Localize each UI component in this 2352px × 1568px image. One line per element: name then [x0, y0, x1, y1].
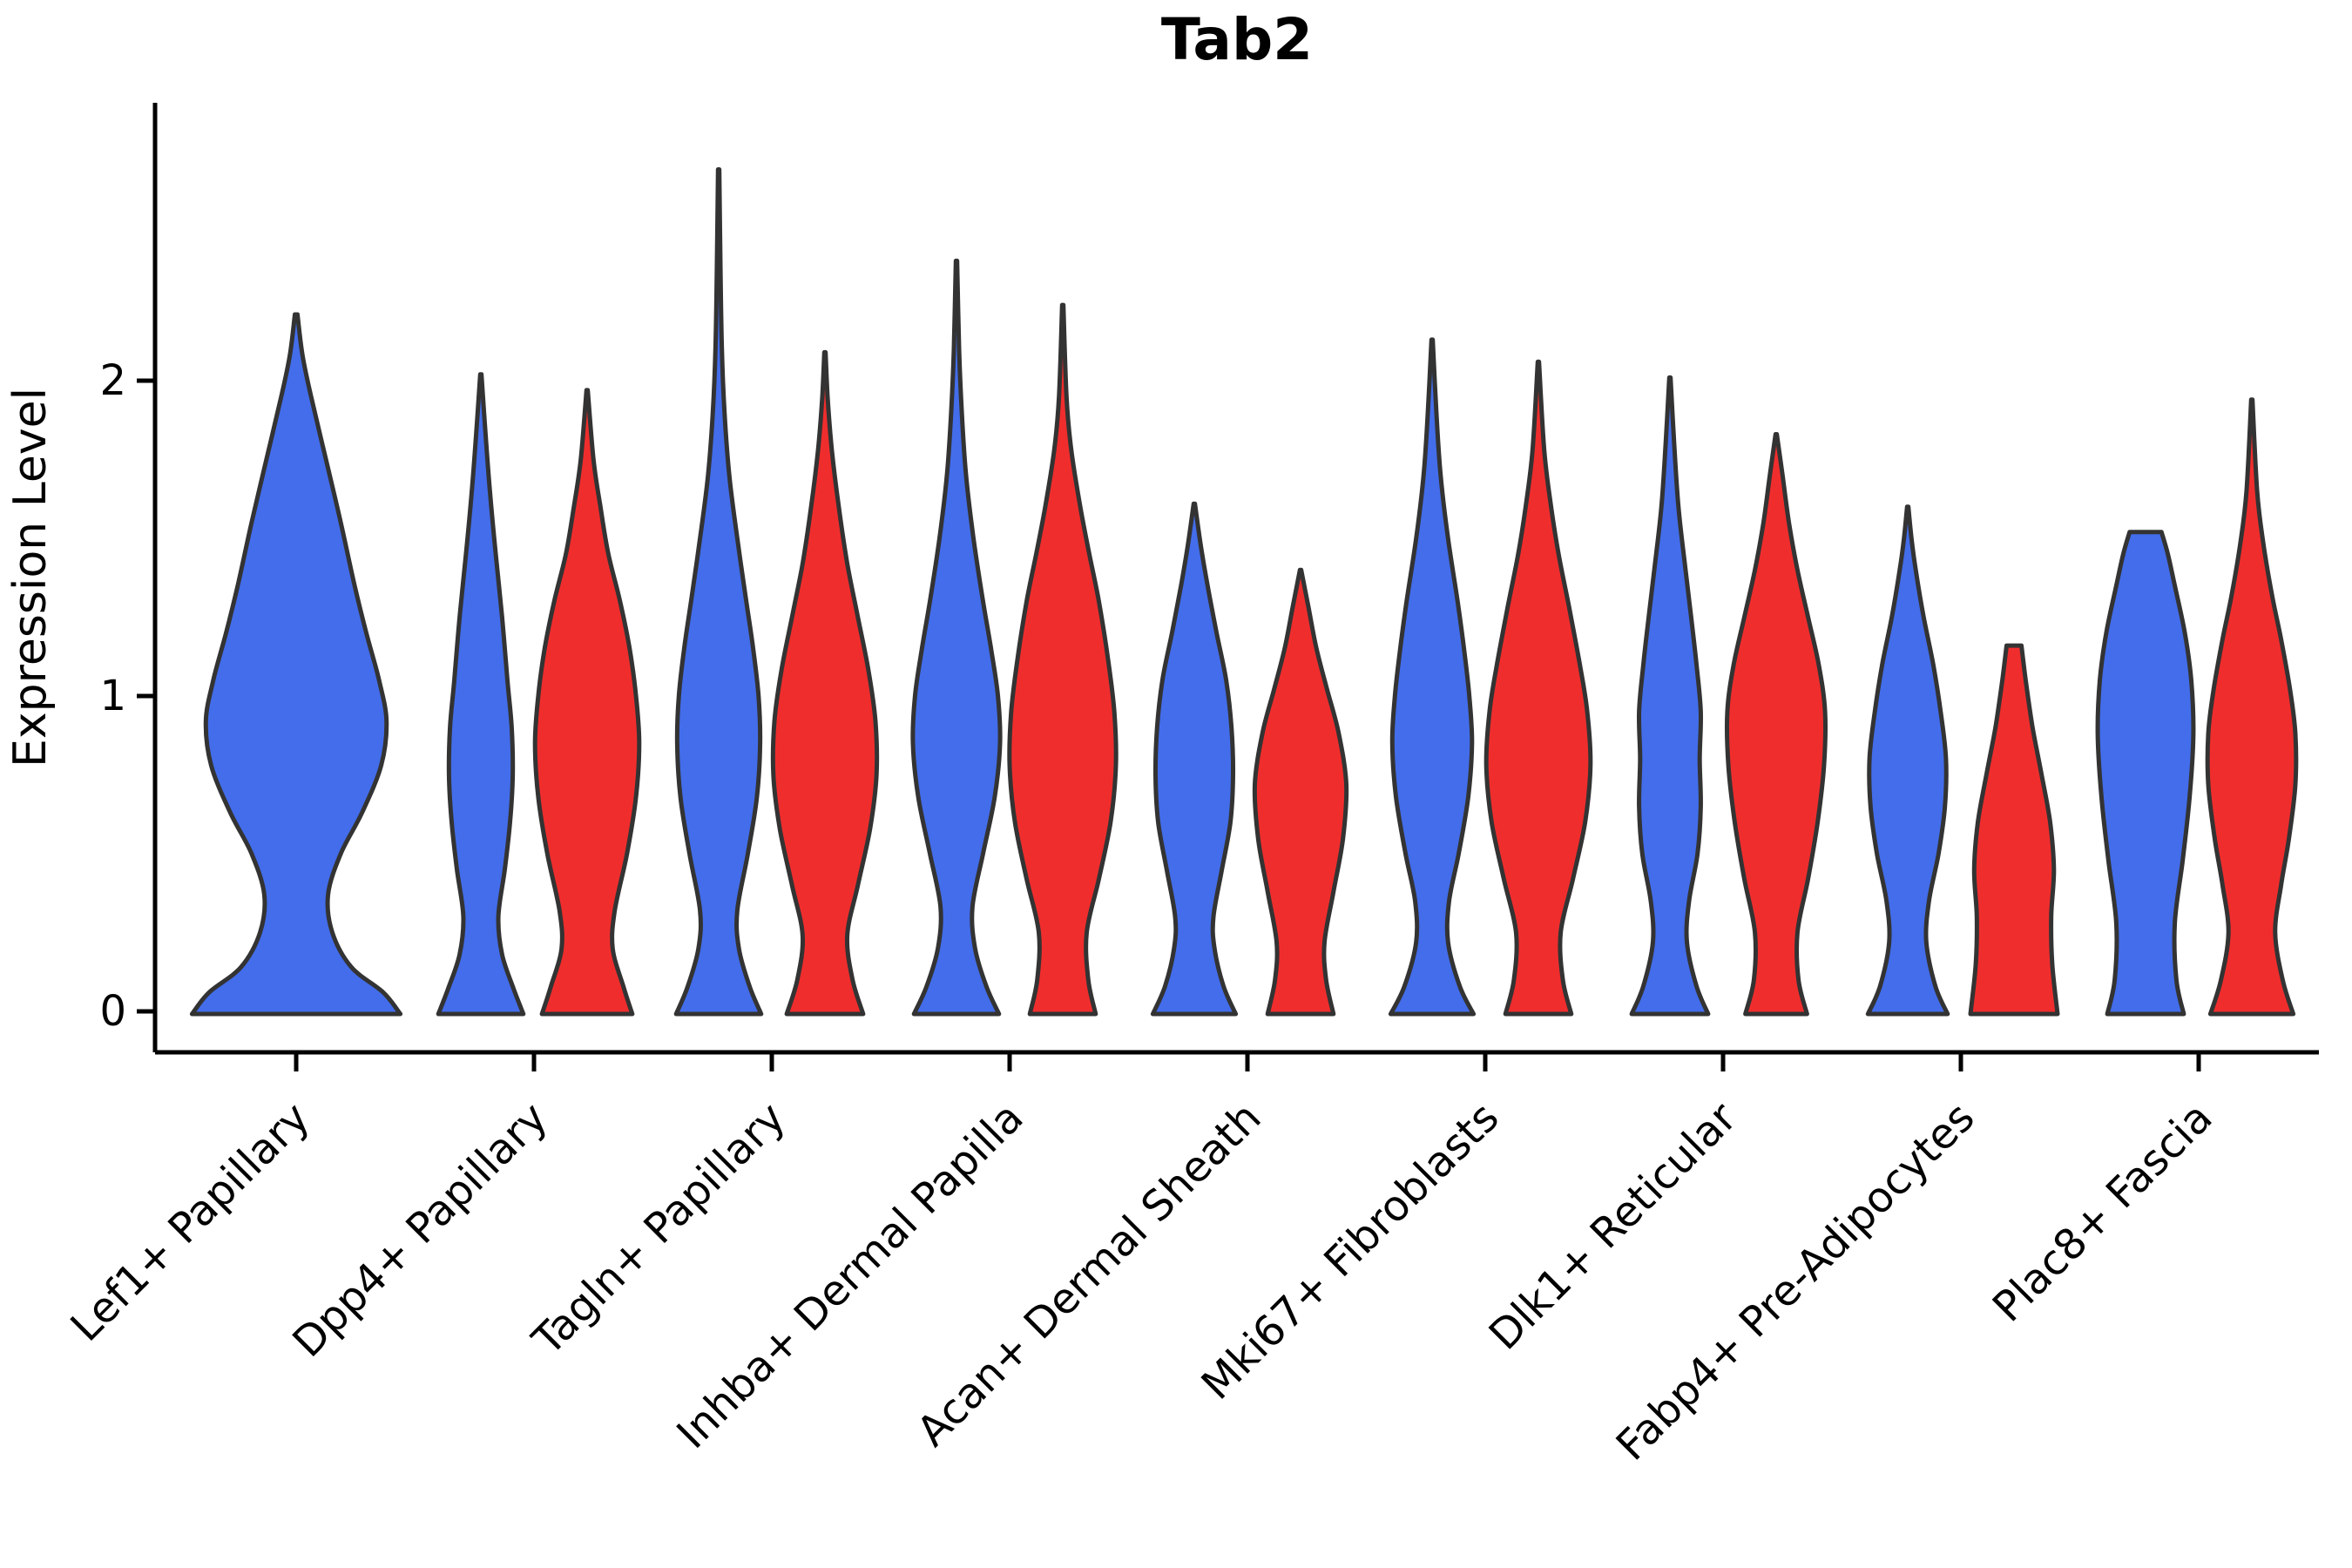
y-axis-label: Expression Level [4, 388, 57, 767]
x-tick-label: Tagln+ Papillary [523, 1093, 794, 1365]
violin-dlk1-red [1724, 432, 1828, 1017]
x-tick-label: Dpp4+ Papillary [283, 1093, 557, 1367]
violin-dpp4-red [532, 388, 642, 1017]
violin-fabp4-red [1968, 643, 2060, 1017]
violin-fabp4-blue [1865, 504, 1950, 1017]
y-tick-label: 1 [99, 672, 126, 720]
violin-dlk1-blue [1629, 375, 1711, 1017]
violin-inhba-blue [910, 258, 1003, 1017]
violin-tagln-red [770, 349, 880, 1017]
violin-acan-red [1252, 567, 1349, 1017]
violin-mki67-red [1484, 359, 1593, 1017]
violin-acan-blue [1150, 501, 1239, 1017]
violin-plac8-red [2205, 397, 2299, 1017]
x-tick-label: Plac8+ Fascia [1984, 1093, 2222, 1332]
x-tick-label: Lef1+ Papillary [62, 1093, 320, 1351]
violin-plac8-blue [2095, 530, 2196, 1017]
violin-tagln-blue [673, 167, 764, 1017]
violin-mki67-blue [1388, 337, 1477, 1017]
violin-lef1-blue [189, 312, 403, 1017]
violin-dpp4-blue [436, 372, 526, 1017]
x-tick-label: Dlk1+ Reticular [1480, 1093, 1747, 1360]
violin-inhba-red [1007, 302, 1119, 1017]
y-tick-label: 0 [99, 987, 126, 1036]
y-tick-label: 2 [99, 356, 126, 405]
chart-title: Tab2 [1161, 6, 1313, 73]
